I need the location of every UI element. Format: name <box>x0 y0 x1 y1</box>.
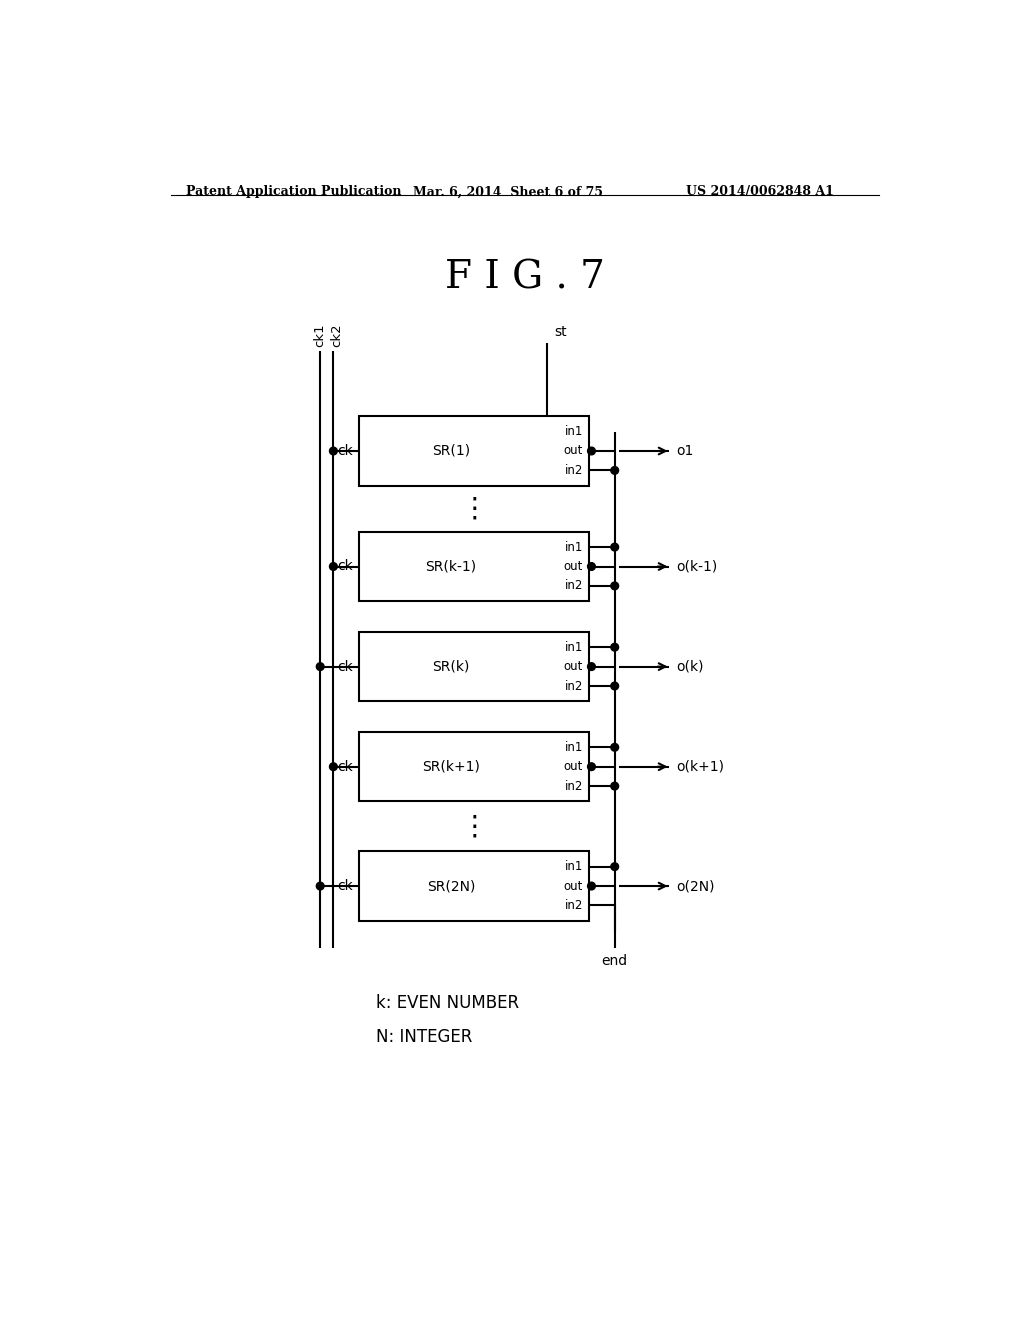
Circle shape <box>588 447 595 455</box>
Text: in2: in2 <box>564 579 583 593</box>
Circle shape <box>588 562 595 570</box>
Text: US 2014/0062848 A1: US 2014/0062848 A1 <box>686 185 834 198</box>
Text: SR(k+1): SR(k+1) <box>422 760 480 774</box>
Text: out: out <box>563 660 583 673</box>
Bar <box>359 851 589 921</box>
Text: ck: ck <box>337 560 352 573</box>
Circle shape <box>316 882 324 890</box>
Text: out: out <box>563 445 583 458</box>
Circle shape <box>330 763 337 771</box>
Text: in2: in2 <box>564 780 583 792</box>
Circle shape <box>588 763 595 771</box>
Text: Patent Application Publication: Patent Application Publication <box>186 185 401 198</box>
Circle shape <box>611 544 618 550</box>
Text: o(k+1): o(k+1) <box>677 760 725 774</box>
Text: SR(2N): SR(2N) <box>427 879 475 894</box>
Text: SR(k-1): SR(k-1) <box>425 560 476 573</box>
Text: ck: ck <box>337 444 352 458</box>
Circle shape <box>611 863 618 870</box>
Text: N: INTEGER: N: INTEGER <box>376 1028 472 1047</box>
Text: out: out <box>563 879 583 892</box>
Text: out: out <box>563 760 583 774</box>
Text: ck1: ck1 <box>313 323 327 347</box>
Text: SR(k): SR(k) <box>432 660 470 673</box>
Text: F I G . 7: F I G . 7 <box>444 259 605 296</box>
Circle shape <box>611 643 618 651</box>
Text: in1: in1 <box>564 640 583 653</box>
Text: ck2: ck2 <box>330 323 343 347</box>
Text: in1: in1 <box>564 541 583 553</box>
Text: ck: ck <box>337 760 352 774</box>
Circle shape <box>330 447 337 455</box>
Text: in2: in2 <box>564 463 583 477</box>
Text: in1: in1 <box>564 861 583 873</box>
Text: ⋮: ⋮ <box>460 495 487 523</box>
Bar <box>359 532 589 601</box>
Circle shape <box>611 582 618 590</box>
Circle shape <box>611 743 618 751</box>
Bar <box>359 416 589 486</box>
Circle shape <box>611 783 618 789</box>
Text: in1: in1 <box>564 425 583 438</box>
Circle shape <box>316 663 324 671</box>
Text: out: out <box>563 560 583 573</box>
Text: o(2N): o(2N) <box>677 879 715 894</box>
Text: st: st <box>554 325 566 339</box>
Text: end: end <box>602 954 628 968</box>
Text: in2: in2 <box>564 899 583 912</box>
Text: o1: o1 <box>677 444 694 458</box>
Text: Mar. 6, 2014  Sheet 6 of 75: Mar. 6, 2014 Sheet 6 of 75 <box>414 185 603 198</box>
Circle shape <box>588 882 595 890</box>
Circle shape <box>588 663 595 671</box>
Text: o(k-1): o(k-1) <box>677 560 718 573</box>
Text: k: EVEN NUMBER: k: EVEN NUMBER <box>376 994 519 1012</box>
Circle shape <box>330 562 337 570</box>
Bar <box>359 632 589 701</box>
Text: in1: in1 <box>564 741 583 754</box>
Bar <box>359 733 589 801</box>
Text: in2: in2 <box>564 680 583 693</box>
Text: SR(1): SR(1) <box>432 444 470 458</box>
Text: o(k): o(k) <box>677 660 705 673</box>
Text: ck: ck <box>337 879 352 894</box>
Text: ck: ck <box>337 660 352 673</box>
Circle shape <box>611 466 618 474</box>
Circle shape <box>611 682 618 690</box>
Text: ⋮: ⋮ <box>460 812 487 841</box>
